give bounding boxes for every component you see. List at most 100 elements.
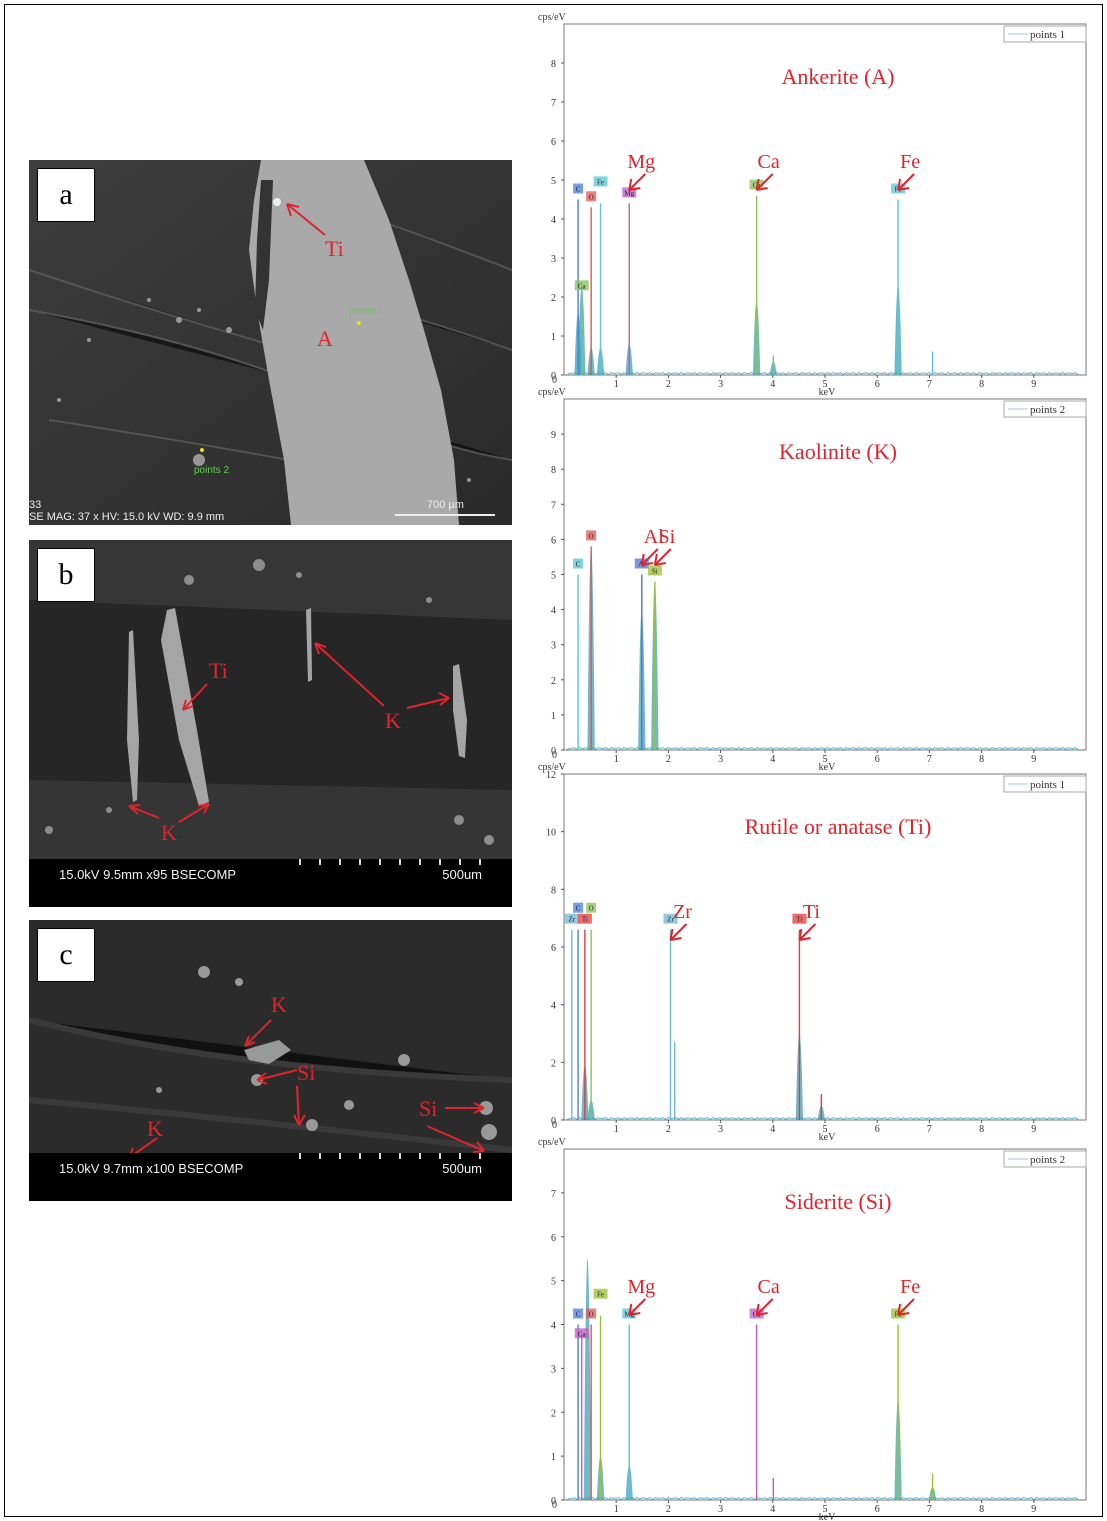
chart-title: Siderite (Si) <box>785 1189 892 1214</box>
plot-area <box>563 773 1087 1121</box>
x-tick-label: 5 <box>823 379 828 390</box>
legend-box <box>1003 25 1087 43</box>
legend-label: points 1 <box>1030 779 1065 791</box>
arrow-shaft <box>641 548 659 566</box>
panel-letter-a: a <box>37 168 95 222</box>
corner-code: 33 <box>29 499 42 511</box>
arrow-head <box>798 928 811 941</box>
y-tick-label: 0 <box>551 746 556 757</box>
element-label: Ca <box>758 151 780 173</box>
x-tick-label: 2 <box>666 1504 671 1515</box>
y-tick-label: 2 <box>551 676 556 687</box>
peak-tag-label: Ca <box>578 1330 587 1338</box>
annotation-arrow <box>628 173 646 191</box>
y-axis-label: cps/eV <box>538 12 567 23</box>
x-tick-label: 6 <box>875 379 880 390</box>
peak-tag <box>573 1308 584 1319</box>
panel-letter-c: c <box>37 928 95 982</box>
x-axis-label: keV <box>819 762 836 773</box>
element-label: Mg <box>627 151 655 173</box>
y-tick-label: 1 <box>551 711 556 722</box>
y-tick-label: 6 <box>551 535 556 546</box>
arrows-b <box>128 642 450 823</box>
y-tick-label: 5 <box>551 176 556 187</box>
peak-tag-label: Si <box>652 568 658 576</box>
peak-tag-label: O <box>589 905 594 913</box>
x-tick-label: 9 <box>1031 1504 1036 1515</box>
arrow-head <box>897 178 910 191</box>
y-tick-label: 3 <box>551 641 556 652</box>
arrow-head <box>628 1303 641 1316</box>
x-axis-label: keV <box>819 387 836 398</box>
peak-tag <box>573 902 584 913</box>
element-label: Si <box>658 526 675 548</box>
element-label: Ca <box>758 1276 780 1298</box>
peak-tag <box>663 913 678 924</box>
x-tick-label: 2 <box>666 1124 671 1135</box>
x-tick-label: 9 <box>1031 754 1036 765</box>
arrow-shaft <box>628 1298 646 1316</box>
x-tick-label: 7 <box>927 1504 932 1515</box>
x-origin-label: 0 <box>552 750 557 761</box>
arrows-a <box>286 203 326 236</box>
peak-tag <box>586 530 597 541</box>
x-origin-label: 0 <box>552 375 557 386</box>
peak-tag <box>593 1288 608 1299</box>
legend-box <box>1003 400 1087 418</box>
peak-tag-label: O <box>589 532 594 540</box>
x-tick-label: 3 <box>718 1504 723 1515</box>
y-tick-label: 4 <box>551 215 556 226</box>
arrow-head <box>755 1303 768 1316</box>
y-tick-label: 7 <box>551 500 556 511</box>
arrow-head <box>755 178 768 191</box>
annotation-arrow <box>628 1298 646 1316</box>
x-tick-label: 6 <box>875 1124 880 1135</box>
sem-params-c: 15.0kV 9.7mm x100 BSECOMP <box>59 1161 244 1176</box>
y-tick-label: 9 <box>551 430 556 441</box>
scale-label-b: 500um <box>442 867 482 882</box>
annotation-arrow <box>653 548 672 566</box>
peak-tag-label: Zr <box>667 916 674 924</box>
x-tick-label: 2 <box>666 754 671 765</box>
y-tick-label: 6 <box>551 1233 556 1244</box>
peak-tag-label: O <box>589 193 594 201</box>
y-tick-label: 4 <box>551 606 556 617</box>
annotation-arrow <box>798 923 817 941</box>
peak-tag-label: C <box>576 186 581 194</box>
arrow-shaft <box>755 173 774 191</box>
peak-tag <box>586 1308 597 1319</box>
arrow-shaft <box>628 173 646 191</box>
y-tick-label: 5 <box>551 571 556 582</box>
x-axis-label: keV <box>819 1132 836 1143</box>
x-tick-label: 9 <box>1031 1124 1036 1135</box>
y-tick-label: 4 <box>551 1321 556 1332</box>
panel-letter-b: b <box>37 548 95 602</box>
arrow-head <box>897 1303 910 1316</box>
scale-label-a: 700 µm <box>427 499 464 511</box>
y-tick-label: 4 <box>551 1001 556 1012</box>
peak-tag <box>574 280 589 291</box>
label-ti-b: Ti <box>209 658 228 683</box>
x-tick-label: 3 <box>718 379 723 390</box>
y-tick-label: 2 <box>551 1058 556 1069</box>
peak-area <box>583 1258 592 1500</box>
arrow-head <box>628 178 641 191</box>
arrow-head <box>669 928 682 941</box>
peak-tag <box>586 191 597 202</box>
annotation-arrow <box>669 923 688 941</box>
y-tick-label: 1 <box>551 332 556 343</box>
annotation-arrow <box>640 548 659 566</box>
x-tick-label: 6 <box>875 754 880 765</box>
peak-tag <box>792 913 807 924</box>
arrow-shaft <box>897 173 915 191</box>
x-axis-label: keV <box>819 1512 836 1521</box>
legend-label: points 2 <box>1030 1154 1065 1166</box>
peak-tag-label: Ti <box>582 916 588 924</box>
label-si-c2: Si <box>419 1096 438 1121</box>
x-tick-label: 6 <box>875 1504 880 1515</box>
plot-area <box>563 1148 1087 1501</box>
x-tick-label: 3 <box>718 1124 723 1135</box>
arrow-shaft <box>669 923 688 941</box>
x-tick-label: 5 <box>823 1504 828 1515</box>
y-axis-label: cps/eV <box>538 387 567 398</box>
